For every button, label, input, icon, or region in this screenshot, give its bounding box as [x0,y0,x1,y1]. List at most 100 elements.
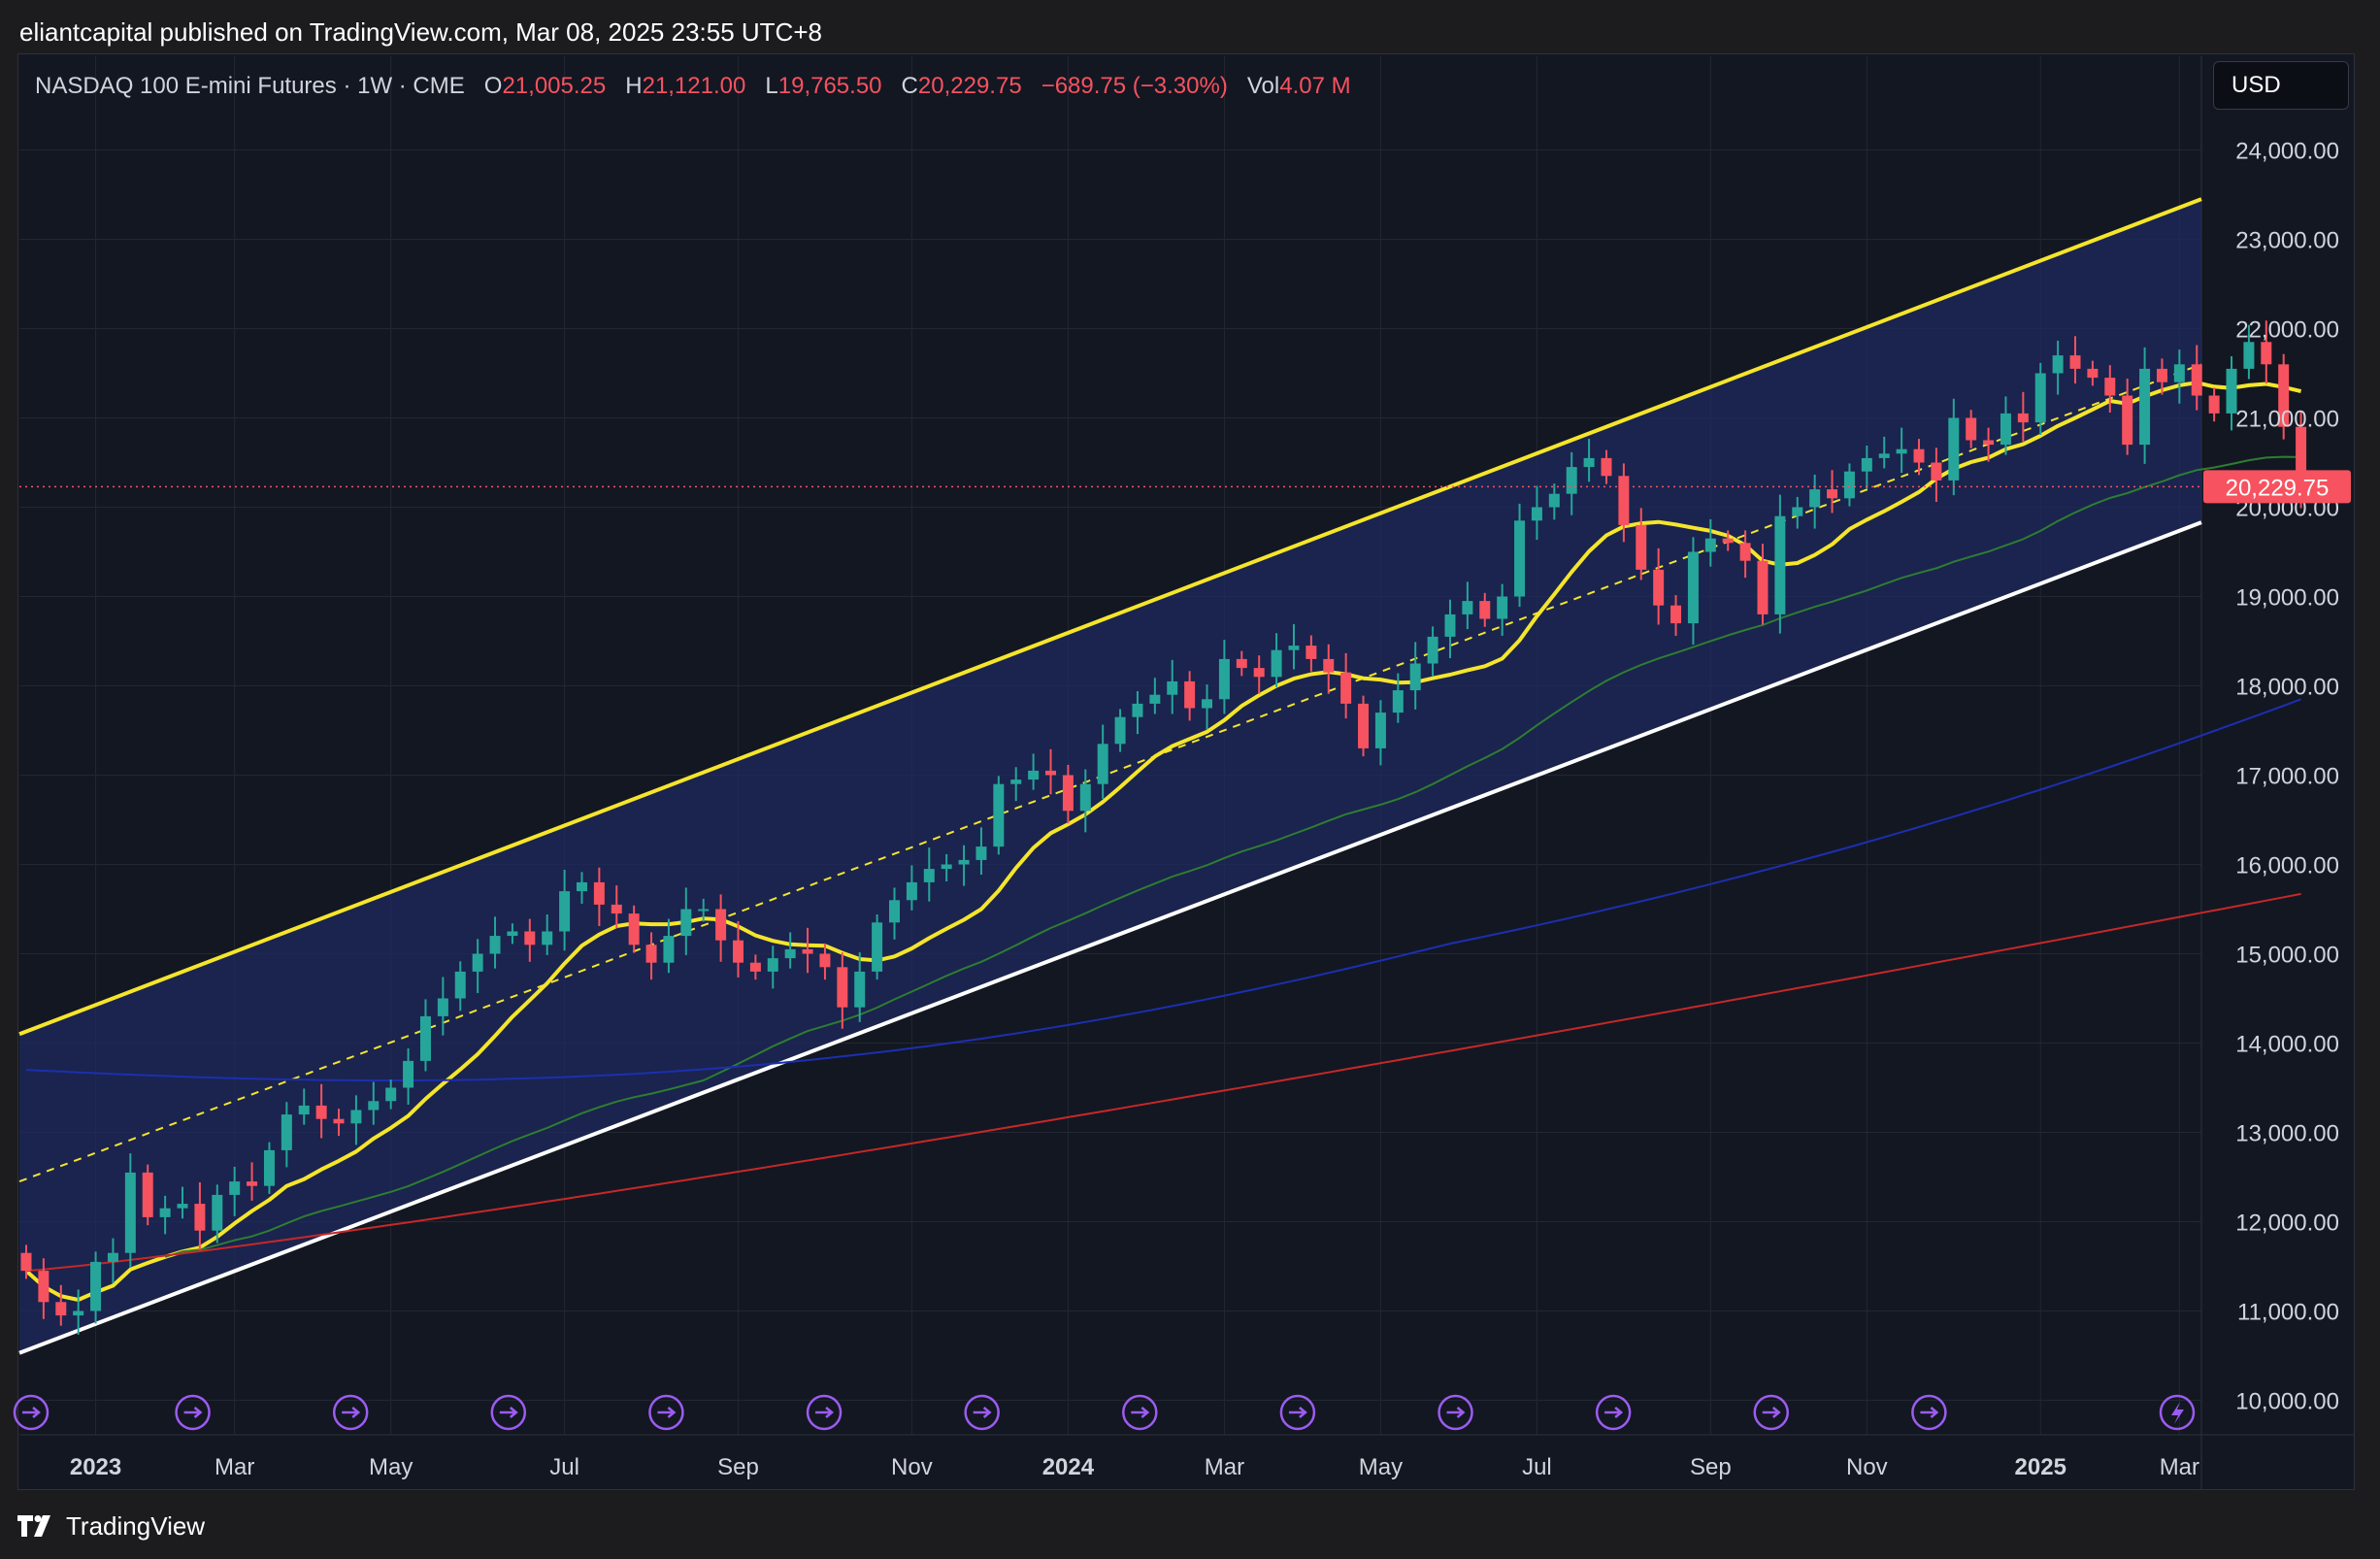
candle-body [1479,601,1491,619]
candle-body [2000,413,2011,446]
candle-body [2087,368,2099,379]
footer-brand[interactable]: TradingView [17,1507,205,1545]
candle-body [437,998,448,1016]
last-price-label: 20,229.75 [2226,475,2330,501]
candle-body [1132,703,1143,717]
candle-body [2173,364,2185,382]
price-tick-label: 15,000.00 [2235,943,2339,969]
candle-body [1514,520,1526,597]
candle-body [1566,467,1577,494]
candle-body [1340,672,1352,704]
candle-body [1757,560,1768,614]
time-tick-label: 2025 [2015,1454,2066,1480]
candle-body [1167,680,1178,695]
price-tick-label: 23,000.00 [2235,228,2339,254]
dividend-event-icon [13,1394,50,1431]
high-value: 21,121.00 [642,73,746,99]
candle-body [872,922,883,972]
candle-body [1687,551,1699,624]
candle-body [1358,703,1370,748]
price-tick-label: 21,000.00 [2235,407,2339,433]
candle-body [941,864,952,870]
candle-body [1288,646,1300,650]
ma-fast-line [24,381,2302,1302]
candle-body [854,971,866,1008]
time-tick-label: May [369,1454,413,1480]
candle-body [645,945,657,963]
candle-body [1184,680,1196,709]
candle-body [403,1060,414,1088]
volume-value: 4.07 M [1279,73,1351,99]
candle-body [784,948,796,959]
candle-body [837,967,848,1008]
currency-button[interactable]: USD [2213,61,2349,110]
candle-body [1202,699,1213,709]
candle-body [1149,694,1161,704]
candle-body [2226,368,2237,414]
time-tick-label: Jul [1522,1454,1552,1480]
top-bar: eliantcapital published on TradingView.c… [0,0,2380,53]
channel-fill [19,199,2201,1353]
candle-body [680,909,692,937]
chart-legend: NASDAQ 100 E-mini Futures · 1W · CME O21… [35,73,1351,100]
candle-body [1983,440,1995,446]
candle-body [38,1271,50,1303]
candle-body [611,904,622,914]
time-tick-label: 2024 [1042,1454,1095,1480]
price-tick-label: 11,000.00 [2237,1300,2339,1326]
price-tick-label: 18,000.00 [2235,675,2339,701]
candle-body [1948,417,1960,481]
candle-body [333,1118,345,1124]
candle-body [1827,489,1838,499]
candle-body [1323,658,1335,673]
candle-body [524,931,536,945]
candle-body [1409,663,1421,691]
candle-body [247,1181,258,1186]
candle-body [212,1194,223,1231]
price-tick-label: 13,000.00 [2235,1121,2339,1147]
earnings-flash-icon [2159,1394,2196,1431]
candle-body [2052,355,2064,374]
event-markers [13,1394,2196,1431]
candle-body [1601,457,1612,477]
candle-body [1079,783,1091,812]
candle-body [767,958,778,972]
candle-body [1653,569,1665,606]
time-tick-label: Nov [1846,1454,1888,1480]
candle-body [20,1252,32,1272]
candle-body [576,881,587,892]
dividend-event-icon [1911,1394,1947,1431]
candle-body [906,881,917,901]
dividend-event-icon [1753,1394,1790,1431]
candle-body [958,859,970,865]
candle-body [1010,780,1022,784]
price-tick-label: 16,000.00 [2235,853,2339,879]
dividend-event-icon [1279,1394,1316,1431]
candle-body [1809,489,1821,508]
ma-red-line [25,892,2301,1273]
candle-body [1774,515,1786,614]
candle-body [1444,614,1456,637]
candle-body [1306,646,1317,659]
dividend-event-icon [964,1394,1000,1431]
price-axis[interactable]: 24,000.0023,000.0022,000.0021,000.0020,0… [19,139,2351,1415]
candle-body [1392,690,1404,713]
candle-body [1462,601,1473,614]
candle-body [2104,378,2116,396]
candle-body [1548,493,1560,508]
last-price-tag [2203,470,2351,504]
candle-body [1843,471,1855,499]
time-tick-label: Nov [891,1454,933,1480]
candle-body [802,948,813,954]
time-tick-label: Mar [215,1454,254,1480]
symbol-label[interactable]: NASDAQ 100 E-mini Futures · 1W · CME [35,73,465,99]
high-label: H [625,73,643,99]
time-axis[interactable]: 2023 Mar May Jul Sep Nov 2024 Mar May Jul Sep Nov 20… [70,1454,2199,1480]
candle-body [698,909,710,912]
candle-body [385,1087,397,1102]
candle-body [298,1105,310,1115]
low-label: L [765,73,778,99]
close-label: C [901,73,918,99]
candle-body [559,891,571,932]
